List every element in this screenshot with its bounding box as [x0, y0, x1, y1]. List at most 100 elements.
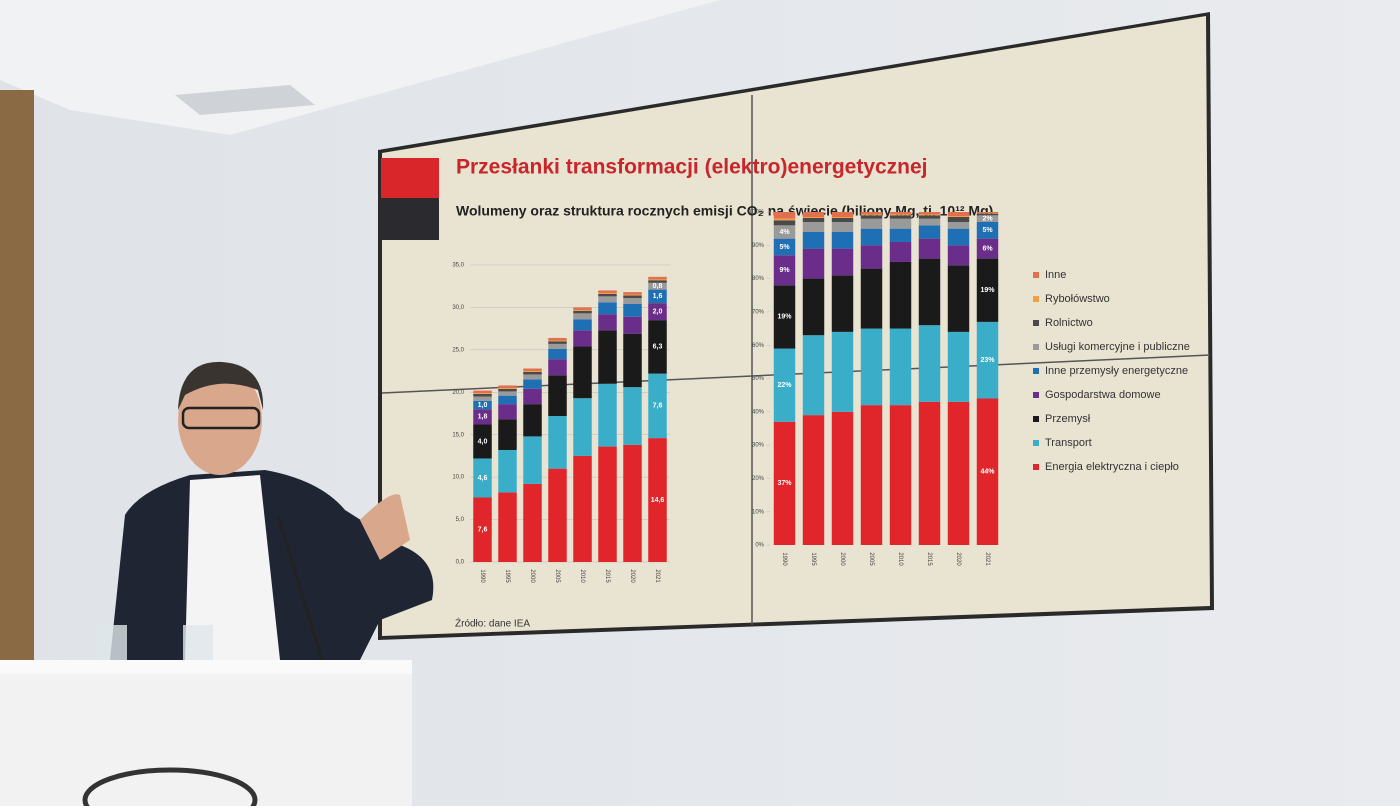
legend-label: Przemysł [1045, 413, 1091, 425]
bar-segment [523, 436, 542, 484]
bar-segment [890, 214, 911, 215]
bar-segment [803, 249, 824, 279]
data-label: 37% [777, 480, 792, 487]
bar-segment [948, 229, 969, 246]
y-tick-label: 50% [752, 376, 765, 382]
bar-segment [832, 218, 853, 222]
bar-segment [861, 214, 882, 215]
data-label: 9% [779, 267, 790, 274]
bar-segment [919, 212, 940, 214]
legend-swatch [1033, 296, 1039, 302]
bar-segment [598, 302, 617, 314]
bar-segment [948, 216, 969, 217]
bar-segment [948, 332, 969, 402]
bar-segment [948, 217, 969, 222]
source: Źródło: dane IEA [455, 617, 530, 630]
bar-segment [977, 214, 998, 216]
bar-segment [861, 329, 882, 406]
data-label: 5% [982, 227, 993, 234]
bar-segment [648, 277, 667, 280]
y-tick-label: 0,0 [456, 560, 465, 566]
bar-segment [919, 219, 940, 226]
legend-swatch [1033, 344, 1039, 350]
bar-segment [948, 265, 969, 332]
bar-segment [598, 294, 617, 297]
bar-segment [623, 387, 642, 445]
bar-segment [623, 295, 642, 296]
y-tick-label: 15,0 [452, 432, 464, 438]
x-tick-label: 2010 [897, 552, 903, 566]
y-tick-label: 10% [752, 509, 765, 515]
wood-panel [0, 90, 34, 660]
bar-segment [919, 225, 940, 238]
data-label: 44% [980, 469, 995, 476]
bar-segment [890, 212, 911, 214]
x-tick-label: 2020 [955, 552, 961, 566]
logo-red [381, 158, 439, 200]
x-tick-label: 2000 [839, 552, 845, 566]
bar-segment [623, 445, 642, 562]
bar-segment [573, 310, 592, 311]
x-tick-label: 2005 [868, 552, 874, 566]
bar-segment [498, 450, 517, 492]
x-tick-label: 2021 [984, 552, 990, 566]
bar-segment [919, 214, 940, 215]
x-tick-label: 2020 [629, 569, 635, 583]
bar-segment [890, 219, 911, 229]
bar-segment [548, 341, 567, 342]
legend-swatch [1033, 416, 1039, 422]
bar-segment [623, 292, 642, 295]
bar-segment [832, 212, 853, 217]
bar-segment [919, 325, 940, 402]
data-label: 5% [779, 244, 790, 251]
bar-segment [803, 335, 824, 415]
slide-title: Przesłanki transformacji (elektro)energe… [456, 156, 928, 179]
x-tick-label: 1995 [810, 552, 816, 566]
bar-segment [774, 219, 795, 221]
legend-swatch [1033, 272, 1039, 278]
data-label: 6,3 [653, 344, 663, 351]
bar-segment [523, 380, 542, 389]
bar-segment [548, 359, 567, 375]
bar-segment [803, 415, 824, 545]
bar-segment [832, 222, 853, 232]
bar-segment [774, 220, 795, 225]
bar-segment [948, 222, 969, 229]
y-tick-label: 30,0 [452, 305, 464, 311]
y-tick-label: 25,0 [452, 347, 464, 353]
bar-segment [573, 319, 592, 330]
bar-segment [523, 484, 542, 562]
data-label: 6% [982, 245, 993, 252]
bar-segment [573, 456, 592, 562]
x-tick-label: 2015 [604, 569, 610, 583]
data-label: 23% [980, 357, 995, 364]
bar-segment [523, 372, 542, 375]
legend-label: Rolnictwo [1045, 317, 1093, 329]
y-tick-label: 30% [752, 443, 765, 449]
bar-segment [473, 397, 492, 401]
bar-segment [832, 232, 853, 249]
bar-segment [548, 375, 567, 416]
bar-segment [919, 259, 940, 326]
bar-segment [803, 222, 824, 232]
data-label: 14,6 [651, 497, 665, 504]
y-tick-label: 20,0 [452, 390, 464, 396]
y-tick-label: 40% [752, 409, 765, 415]
legend-label: Gospodarstwa domowe [1045, 389, 1161, 401]
bar-segment [861, 229, 882, 246]
bar-segment [573, 330, 592, 346]
data-label: 22% [777, 382, 792, 389]
data-label: 2,0 [653, 308, 663, 315]
legend-swatch [1033, 440, 1039, 446]
bar-segment [774, 212, 795, 219]
bar-segment [523, 404, 542, 436]
x-tick-label: 2005 [554, 569, 560, 583]
x-tick-label: 2010 [579, 569, 585, 583]
bar-segment [832, 412, 853, 545]
bar-segment [861, 215, 882, 218]
data-label: 4,0 [478, 438, 488, 445]
data-label: 7,6 [478, 527, 488, 534]
bar-segment [498, 385, 517, 388]
bar-segment [623, 334, 642, 387]
